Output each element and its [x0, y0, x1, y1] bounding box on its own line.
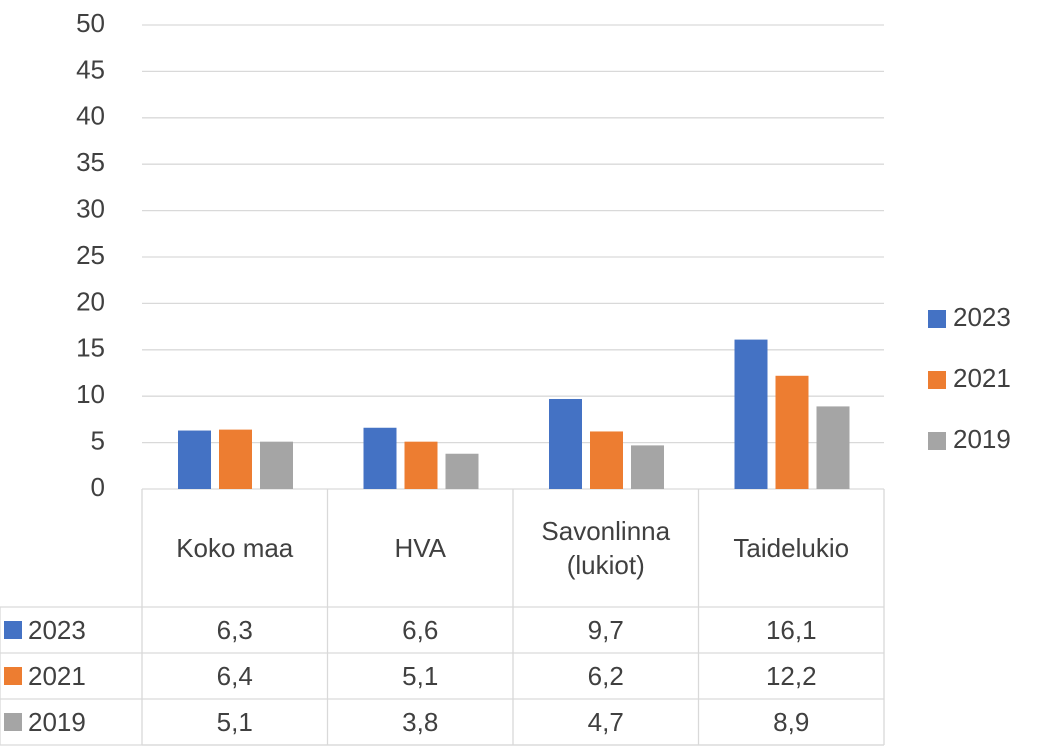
y-tick-label: 30	[76, 193, 105, 223]
category-label: Taidelukio	[733, 533, 850, 563]
y-tick-label: 35	[76, 147, 105, 177]
bar	[549, 398, 582, 489]
bar	[219, 429, 252, 489]
legend-label: 2023	[953, 302, 1011, 332]
bar	[816, 406, 850, 489]
table-legend-key	[4, 621, 22, 639]
table-legend-key	[4, 713, 22, 731]
bar	[631, 445, 664, 489]
y-tick-label: 25	[76, 240, 105, 270]
table-value: 9,7	[587, 615, 624, 645]
table-value: 5,1	[402, 661, 439, 691]
table-value: 8,9	[773, 707, 810, 737]
y-tick-label: 0	[91, 472, 105, 502]
y-tick-label: 50	[76, 8, 105, 38]
table-value: 6,4	[216, 661, 253, 691]
bar	[590, 431, 623, 489]
legend-label: 2019	[953, 424, 1011, 454]
y-tick-label: 15	[76, 333, 105, 363]
bar	[775, 375, 809, 489]
table-value: 6,3	[216, 615, 253, 645]
bar	[734, 339, 768, 489]
table-series-name: 2023	[28, 615, 86, 645]
legend-key	[928, 432, 946, 450]
table-series-name: 2019	[28, 707, 86, 737]
legend-key	[928, 310, 946, 328]
legend-label: 2021	[953, 363, 1011, 393]
y-tick-label: 5	[91, 425, 105, 455]
table-value: 5,1	[216, 707, 253, 737]
table-value: 3,8	[402, 707, 439, 737]
category-label: Koko maa	[176, 533, 294, 563]
bar	[260, 441, 293, 489]
y-tick-label: 20	[76, 286, 105, 316]
table-series-name: 2021	[28, 661, 86, 691]
y-tick-label: 45	[76, 54, 105, 84]
y-tick-label: 40	[76, 101, 105, 131]
bar	[178, 430, 211, 489]
table-value: 6,6	[402, 615, 439, 645]
table-value: 12,2	[765, 661, 817, 691]
table-value: 6,2	[587, 661, 624, 691]
bar	[363, 427, 397, 489]
table-value: 16,1	[765, 615, 817, 645]
category-label: Savonlinna (lukiot)	[541, 516, 671, 580]
table-legend-key	[4, 667, 22, 685]
bar	[404, 441, 438, 489]
y-tick-label: 10	[76, 379, 105, 409]
bar	[445, 453, 479, 489]
table-value: 4,7	[587, 707, 624, 737]
legend-key	[928, 371, 946, 389]
category-label: HVA	[394, 533, 447, 563]
